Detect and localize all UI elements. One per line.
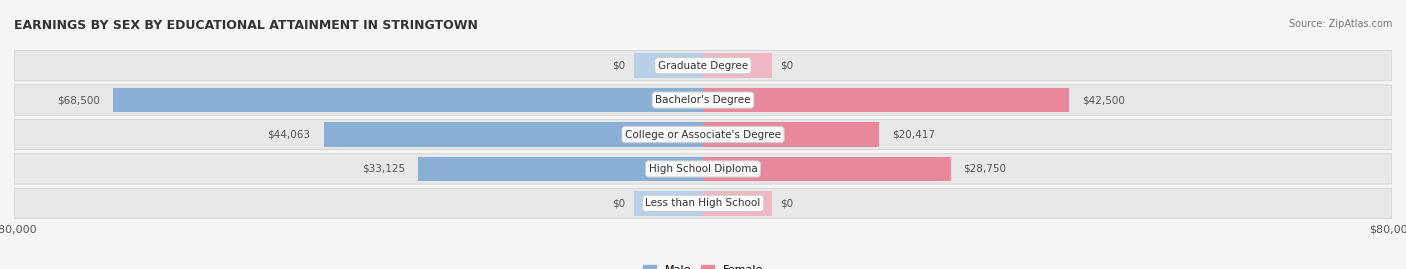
Text: Source: ZipAtlas.com: Source: ZipAtlas.com	[1288, 19, 1392, 29]
Text: $0: $0	[780, 198, 793, 208]
Text: $0: $0	[613, 198, 626, 208]
Bar	[703, 53, 772, 78]
Text: EARNINGS BY SEX BY EDUCATIONAL ATTAINMENT IN STRINGTOWN: EARNINGS BY SEX BY EDUCATIONAL ATTAINMEN…	[14, 19, 478, 32]
Bar	[418, 157, 703, 181]
Text: Graduate Degree: Graduate Degree	[658, 61, 748, 71]
FancyBboxPatch shape	[14, 119, 1392, 150]
FancyBboxPatch shape	[14, 85, 1392, 115]
Bar	[703, 191, 772, 216]
Legend: Male, Female: Male, Female	[643, 264, 763, 269]
Text: $0: $0	[780, 61, 793, 71]
Text: Less than High School: Less than High School	[645, 198, 761, 208]
Bar	[703, 157, 950, 181]
Text: $20,417: $20,417	[891, 129, 935, 140]
Text: College or Associate's Degree: College or Associate's Degree	[626, 129, 780, 140]
Bar	[703, 88, 1069, 112]
Text: High School Diploma: High School Diploma	[648, 164, 758, 174]
Text: $33,125: $33,125	[361, 164, 405, 174]
FancyBboxPatch shape	[14, 154, 1392, 184]
Bar	[112, 88, 703, 112]
Bar	[703, 122, 879, 147]
Text: $68,500: $68,500	[58, 95, 100, 105]
Text: $44,063: $44,063	[267, 129, 311, 140]
Text: $28,750: $28,750	[963, 164, 1007, 174]
Text: $0: $0	[613, 61, 626, 71]
Bar	[323, 122, 703, 147]
FancyBboxPatch shape	[14, 188, 1392, 218]
FancyBboxPatch shape	[14, 51, 1392, 81]
Bar	[634, 53, 703, 78]
Bar	[634, 191, 703, 216]
Text: Bachelor's Degree: Bachelor's Degree	[655, 95, 751, 105]
Text: $42,500: $42,500	[1083, 95, 1125, 105]
